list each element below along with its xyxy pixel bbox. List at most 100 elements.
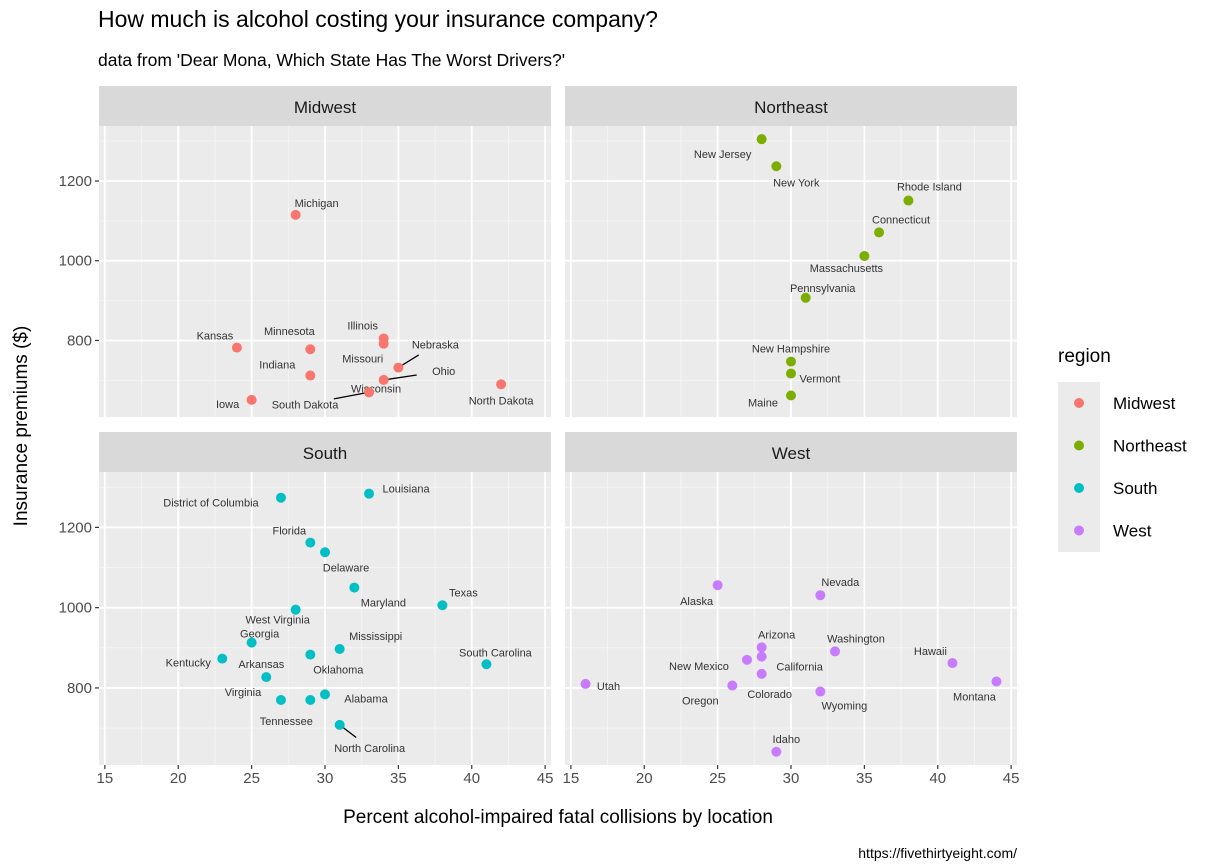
x-tick-label: 45	[1003, 770, 1020, 787]
facet-strip	[99, 432, 551, 472]
data-point-arkansas	[261, 672, 272, 683]
facet-strip-label: Midwest	[294, 98, 357, 117]
legend-key-swatch	[1074, 398, 1084, 408]
x-tick-label: 40	[463, 770, 480, 787]
data-label: District of Columbia	[163, 498, 259, 510]
data-point-georgia	[246, 637, 257, 648]
facet-strip	[99, 86, 551, 126]
y-tick-label: 1200	[59, 173, 92, 190]
data-point-rhode-island	[903, 195, 914, 206]
data-label: Maryland	[361, 598, 406, 610]
facet-panel-midwest: Midwest 800 1000 1200 Michigan Kansas Minnesot…	[59, 86, 551, 417]
data-point-oregon	[727, 680, 738, 691]
data-label: Kentucky	[166, 658, 212, 670]
data-point-utah	[580, 678, 591, 689]
label-leader-line	[383, 374, 417, 381]
data-point-mississippi	[334, 644, 345, 655]
data-label: Mississippi	[349, 631, 402, 643]
facet-panel-south: South 800 1000 1200 15 20 25 30 35 40 45 District o…	[59, 432, 553, 787]
data-label: Alaska	[680, 596, 714, 608]
data-label: Louisiana	[382, 484, 430, 496]
facet-strip-label: Northeast	[754, 98, 828, 117]
data-label: Rhode Island	[897, 182, 962, 194]
data-label: Virginia	[225, 687, 262, 699]
data-label: Florida	[273, 526, 308, 538]
data-label: Arkansas	[238, 659, 284, 671]
legend-key-swatch	[1074, 483, 1084, 493]
data-point-pennsylvania	[800, 292, 811, 303]
data-label: New Mexico	[669, 661, 729, 673]
data-point-missouri	[378, 338, 389, 349]
data-label: South Carolina	[459, 647, 533, 659]
x-tick-label: 15	[563, 770, 580, 787]
data-point-texas	[437, 600, 448, 611]
y-axis-title: Insurance premiums ($)	[11, 326, 32, 527]
legend-key-swatch	[1074, 440, 1084, 451]
data-point-kentucky	[217, 653, 228, 664]
legend-item-west: West	[1058, 509, 1152, 552]
legend-key-swatch	[1074, 525, 1084, 536]
x-tick-label: 30	[317, 770, 334, 787]
legend-item-northeast: Northeast	[1058, 424, 1187, 467]
data-point-district-of-columbia	[275, 492, 286, 503]
data-point-alabama	[320, 689, 330, 700]
data-point-nevada	[815, 590, 826, 601]
data-label: New York	[773, 177, 820, 189]
data-label: Michigan	[295, 198, 339, 210]
data-label: Wyoming	[821, 701, 867, 713]
y-tick-label: 800	[67, 332, 92, 349]
data-point-oklahoma	[305, 649, 316, 660]
data-label: West Virginia	[245, 615, 310, 627]
facet-strip	[565, 86, 1017, 126]
data-label: Alabama	[344, 693, 388, 705]
data-label: North Carolina	[334, 743, 406, 755]
facet-strip-label: West	[772, 444, 811, 463]
data-point-delaware	[320, 547, 330, 558]
x-tick-label: 35	[856, 770, 873, 787]
data-label: Illinois	[347, 320, 378, 332]
data-point-indiana	[305, 370, 316, 381]
data-point-tennessee	[305, 694, 316, 705]
data-point-new-york	[771, 161, 782, 172]
data-label: Delaware	[323, 562, 369, 574]
data-point-iowa	[246, 394, 257, 405]
x-axis-title: Percent alcohol-impaired fatal collision…	[343, 807, 773, 828]
facet-panel-northeast: Northeast New Jersey New York Rhode Island C…	[565, 86, 1017, 417]
data-label: Connecticut	[872, 214, 930, 226]
data-label: Minnesota	[264, 326, 316, 338]
data-point-maine	[786, 390, 796, 401]
data-label: Oklahoma	[313, 665, 364, 677]
data-point-connecticut	[874, 227, 885, 238]
data-point-new-jersey	[756, 134, 767, 145]
facet-panel-west: West 15 20 25 30 35 40 45 Alaska Nevada Arizona Cal…	[563, 432, 1020, 787]
data-point-ohio	[378, 374, 389, 385]
x-tick-label: 15	[97, 770, 114, 787]
data-label: Georgia	[240, 629, 280, 641]
data-point-west-virginia	[290, 604, 301, 615]
data-label: Ohio	[432, 366, 455, 378]
chart-caption: https://fivethirtyeight.com/	[858, 845, 1017, 861]
x-tick-label: 35	[390, 770, 407, 787]
x-tick-label: 25	[709, 770, 726, 787]
data-label: Nebraska	[412, 340, 460, 352]
legend-item-label: Midwest	[1113, 394, 1176, 413]
data-label: Idaho	[773, 734, 801, 746]
data-label: Vermont	[800, 374, 841, 386]
x-tick-label: 25	[243, 770, 260, 787]
data-label: Kansas	[197, 331, 234, 343]
data-point-south-dakota	[364, 387, 375, 398]
x-tick-label: 30	[783, 770, 800, 787]
data-label: Missouri	[342, 354, 383, 366]
y-tick-label: 1000	[59, 600, 92, 617]
chart-title: How much is alcohol costing your insuran…	[98, 6, 658, 32]
x-tick-label: 40	[929, 770, 946, 787]
y-tick-label: 1200	[59, 519, 92, 536]
data-point-new-mexico	[741, 654, 752, 665]
facet-strip	[565, 432, 1017, 472]
legend-item-south: South	[1058, 467, 1157, 510]
data-point-florida	[305, 537, 316, 548]
data-label: Washington	[827, 633, 885, 645]
data-label: New Jersey	[694, 149, 752, 161]
data-label: California	[776, 662, 823, 674]
